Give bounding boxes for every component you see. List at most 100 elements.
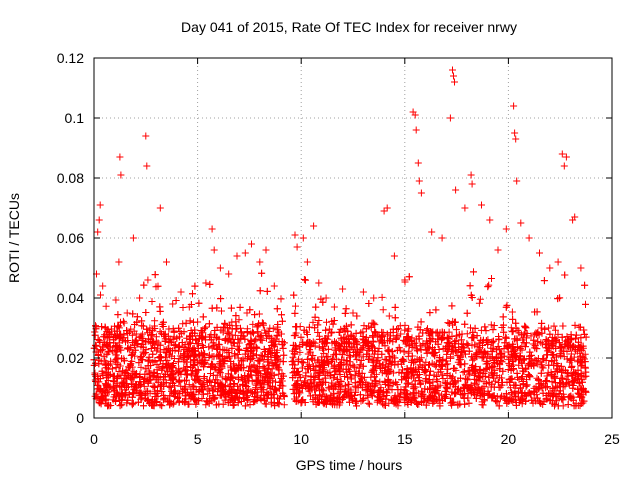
data-point <box>446 394 454 402</box>
data-point <box>338 395 346 403</box>
data-point <box>257 396 265 404</box>
data-point <box>351 371 359 379</box>
data-point <box>93 385 101 393</box>
data-point <box>570 342 578 350</box>
data-point <box>393 381 401 389</box>
data-point <box>531 356 539 364</box>
data-point <box>443 372 451 379</box>
data-point <box>165 325 173 333</box>
data-point <box>509 395 517 403</box>
data-point <box>430 389 438 397</box>
data-point <box>368 379 376 387</box>
data-point <box>102 388 110 396</box>
data-point <box>122 389 130 397</box>
data-point <box>290 390 298 398</box>
data-point <box>347 375 355 383</box>
data-point <box>454 386 461 393</box>
data-point <box>254 322 262 330</box>
data-point <box>200 373 208 380</box>
data-point <box>550 322 558 330</box>
data-point <box>235 345 242 353</box>
data-point <box>368 392 376 400</box>
data-point <box>476 366 484 374</box>
data-point <box>319 387 327 395</box>
data-point <box>186 317 194 325</box>
data-point <box>464 341 472 349</box>
data-point <box>444 365 452 373</box>
data-point <box>311 313 319 321</box>
data-point <box>272 386 280 393</box>
data-point <box>549 341 557 349</box>
data-point <box>472 381 480 389</box>
data-point <box>568 334 575 342</box>
data-point <box>503 399 511 407</box>
data-point <box>256 287 264 295</box>
data-point <box>543 383 551 391</box>
data-point <box>451 390 458 398</box>
data-point <box>111 387 118 395</box>
data-point <box>484 391 492 399</box>
data-point <box>254 328 262 336</box>
data-point <box>266 324 274 332</box>
data-point <box>257 384 265 392</box>
data-point <box>488 393 496 401</box>
data-point <box>187 370 195 378</box>
data-point <box>425 396 433 404</box>
data-point <box>337 343 345 351</box>
data-point <box>438 362 446 370</box>
data-point <box>550 373 558 381</box>
data-point <box>309 318 317 326</box>
data-point <box>145 335 153 343</box>
data-point <box>241 335 249 343</box>
data-point <box>141 370 149 378</box>
data-point <box>426 367 434 375</box>
data-point <box>289 369 297 377</box>
data-point <box>336 388 344 396</box>
data-point <box>94 394 102 402</box>
data-point <box>235 386 243 394</box>
data-point <box>539 389 547 397</box>
data-point <box>581 358 589 366</box>
data-point <box>562 379 570 387</box>
data-point <box>268 359 276 367</box>
data-point <box>362 385 370 393</box>
data-point <box>448 302 456 310</box>
data-point <box>240 394 247 402</box>
data-point <box>236 303 244 311</box>
data-point <box>104 334 112 342</box>
data-point <box>367 373 375 381</box>
data-point <box>395 344 403 352</box>
data-point <box>378 333 386 341</box>
data-point <box>362 325 370 333</box>
data-point <box>388 348 396 356</box>
data-point <box>341 309 349 317</box>
data-point <box>252 368 260 376</box>
data-point <box>436 402 444 410</box>
data-point <box>493 372 501 380</box>
data-point <box>581 330 588 338</box>
data-point <box>461 368 468 375</box>
data-point <box>439 375 447 382</box>
data-point <box>435 346 443 353</box>
data-point <box>379 306 387 314</box>
data-point <box>298 397 306 405</box>
data-point <box>347 321 355 329</box>
data-point <box>129 399 137 407</box>
data-point <box>249 352 257 360</box>
data-point <box>510 381 518 389</box>
data-point <box>289 353 297 361</box>
data-point <box>368 319 376 327</box>
data-point <box>337 325 345 333</box>
data-point <box>495 402 503 410</box>
data-point <box>228 344 236 352</box>
data-point <box>488 339 496 347</box>
data-point <box>343 357 351 364</box>
data-point <box>541 377 549 385</box>
data-point <box>417 318 425 326</box>
data-point <box>187 340 194 347</box>
data-point <box>372 329 379 337</box>
data-point <box>301 399 309 406</box>
data-point <box>261 326 269 334</box>
data-point <box>103 340 111 348</box>
data-point <box>302 276 309 284</box>
